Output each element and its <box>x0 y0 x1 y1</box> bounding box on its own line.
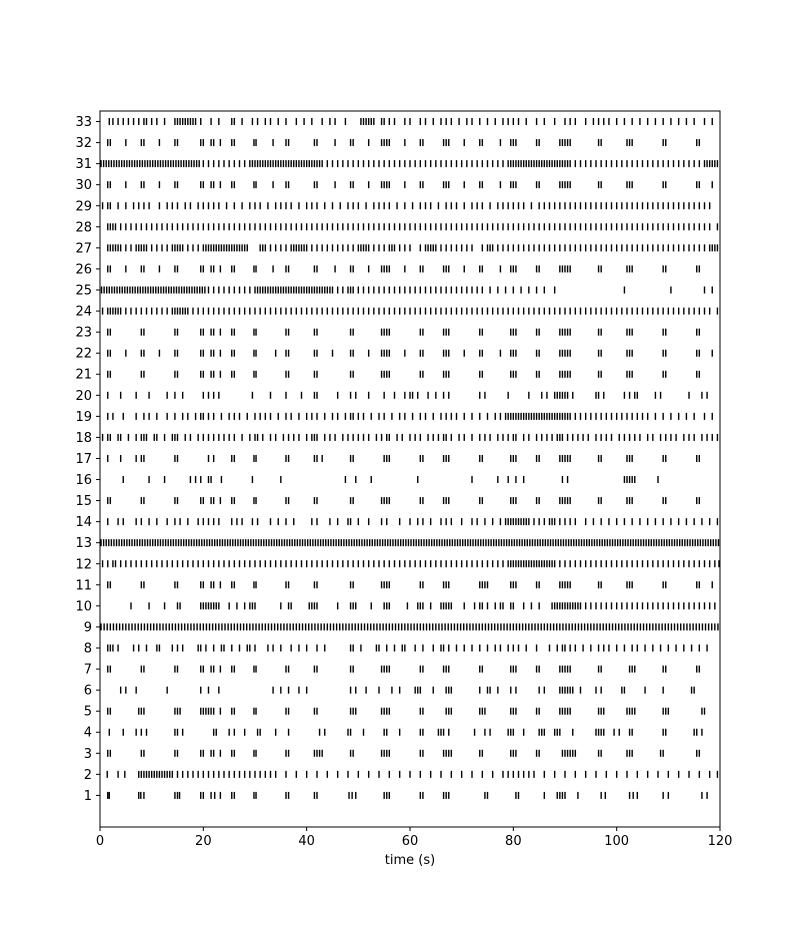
spike-row-5 <box>107 707 706 715</box>
y-tick-label: 16 <box>75 473 92 488</box>
spike-row-31 <box>100 160 719 168</box>
y-tick-label: 8 <box>84 642 92 657</box>
spike-row-14 <box>107 518 719 526</box>
spike-row-24 <box>101 307 719 315</box>
spike-row-25 <box>100 286 713 294</box>
spike-row-17 <box>107 454 701 462</box>
y-tick-label: 24 <box>75 305 92 320</box>
y-axis-ticks: 1234567891011121314151617181920212223242… <box>75 115 100 804</box>
spike-row-6 <box>119 686 695 694</box>
y-tick-label: 5 <box>84 705 92 720</box>
y-tick-label: 7 <box>84 663 92 678</box>
y-tick-label: 17 <box>75 452 92 467</box>
spike-row-3 <box>107 749 701 757</box>
spike-row-33 <box>108 118 713 126</box>
spike-row-8 <box>107 644 708 652</box>
spike-row-27 <box>107 244 719 252</box>
y-tick-label: 21 <box>75 368 92 383</box>
spike-row-7 <box>107 665 701 673</box>
spike-row-21 <box>107 370 701 378</box>
y-tick-label: 3 <box>84 747 92 762</box>
y-tick-label: 20 <box>75 389 92 404</box>
y-tick-label: 10 <box>75 599 92 614</box>
spike-row-20 <box>107 391 708 399</box>
x-axis-label: time (s) <box>385 853 435 868</box>
y-tick-label: 33 <box>75 115 92 130</box>
spike-row-11 <box>107 581 713 589</box>
y-tick-label: 29 <box>75 199 92 214</box>
spike-row-1 <box>107 791 708 799</box>
y-tick-label: 13 <box>75 536 92 551</box>
y-tick-label: 25 <box>75 284 92 299</box>
y-tick-label: 26 <box>75 262 92 277</box>
y-tick-label: 2 <box>84 768 92 783</box>
y-tick-label: 27 <box>75 241 92 256</box>
plot-frame <box>99 110 721 828</box>
y-tick-label: 23 <box>75 326 92 341</box>
spike-row-15 <box>107 497 701 505</box>
x-tick-label: 40 <box>298 834 315 849</box>
spike-row-18 <box>101 433 719 441</box>
spike-row-13 <box>100 539 720 547</box>
y-tick-label: 30 <box>75 178 92 193</box>
y-tick-label: 14 <box>75 515 92 530</box>
spike-row-28 <box>107 223 719 231</box>
y-tick-label: 18 <box>75 431 92 446</box>
spike-row-23 <box>107 328 701 336</box>
y-tick-label: 19 <box>75 410 92 425</box>
spike-row-32 <box>107 139 701 147</box>
spike-marks <box>100 118 720 799</box>
y-tick-label: 22 <box>75 347 92 362</box>
spike-row-16 <box>122 476 659 484</box>
spike-row-4 <box>108 728 703 736</box>
y-tick-label: 15 <box>75 494 92 509</box>
y-tick-label: 4 <box>84 726 92 741</box>
y-tick-label: 11 <box>75 578 92 593</box>
spike-row-2 <box>106 770 719 778</box>
x-tick-label: 100 <box>604 834 629 849</box>
y-tick-label: 31 <box>75 157 92 172</box>
y-tick-label: 9 <box>84 620 92 635</box>
spike-row-22 <box>107 349 713 357</box>
x-tick-label: 120 <box>708 834 733 849</box>
spike-row-12 <box>101 560 720 568</box>
spike-row-9 <box>100 623 719 631</box>
y-tick-label: 6 <box>84 684 92 699</box>
spike-row-19 <box>107 412 713 420</box>
x-tick-label: 60 <box>402 834 419 849</box>
spike-row-26 <box>107 265 701 273</box>
spike-row-29 <box>101 202 711 210</box>
x-tick-label: 80 <box>505 834 522 849</box>
y-tick-label: 28 <box>75 220 92 235</box>
y-tick-label: 1 <box>84 789 92 804</box>
y-tick-label: 32 <box>75 136 92 151</box>
spike-row-30 <box>107 181 713 189</box>
x-tick-label: 20 <box>195 834 212 849</box>
x-axis-ticks: 0 20 40 60 80 100 120 <box>96 827 733 849</box>
y-tick-label: 12 <box>75 557 92 572</box>
x-tick-label: 0 <box>96 834 104 849</box>
spike-row-10 <box>130 602 716 610</box>
